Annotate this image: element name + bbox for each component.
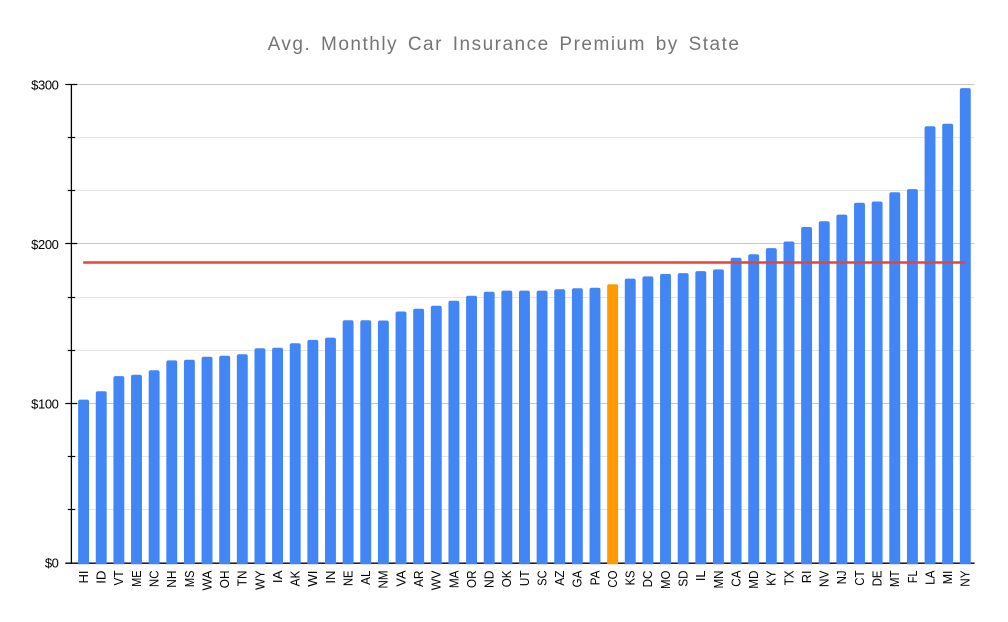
svg-text:RI: RI (800, 571, 814, 584)
svg-text:NH: NH (165, 571, 179, 588)
svg-text:MS: MS (183, 571, 197, 588)
svg-text:TN: TN (236, 571, 250, 587)
svg-text:KS: KS (624, 571, 638, 586)
svg-text:MD: MD (747, 571, 761, 589)
svg-text:$200: $200 (31, 237, 58, 252)
svg-text:DE: DE (870, 571, 884, 587)
svg-text:NC: NC (147, 571, 161, 588)
svg-text:DC: DC (641, 571, 655, 588)
svg-text:LA: LA (923, 570, 937, 585)
svg-text:$100: $100 (31, 396, 58, 411)
svg-text:AR: AR (412, 571, 426, 588)
svg-text:HI: HI (77, 571, 91, 584)
svg-text:IA: IA (271, 570, 285, 583)
svg-text:OK: OK (500, 570, 514, 587)
svg-text:WV: WV (430, 570, 444, 590)
svg-text:WA: WA (200, 570, 214, 591)
svg-text:SC: SC (535, 571, 549, 586)
svg-text:AK: AK (289, 570, 303, 586)
svg-text:ME: ME (130, 571, 144, 587)
svg-text:UT: UT (518, 570, 532, 586)
svg-text:FL: FL (906, 571, 920, 584)
svg-text:AZ: AZ (553, 570, 567, 585)
svg-text:NM: NM (377, 571, 391, 589)
svg-text:TX: TX (782, 570, 796, 585)
svg-text:MT: MT (888, 570, 902, 587)
svg-text:$0: $0 (45, 556, 59, 571)
svg-text:ND: ND (483, 571, 497, 589)
svg-text:WY: WY (253, 570, 267, 590)
svg-text:CA: CA (729, 570, 743, 587)
svg-text:NE: NE (341, 571, 355, 587)
svg-text:OR: OR (465, 571, 479, 589)
svg-text:MO: MO (659, 570, 673, 589)
svg-text:VT: VT (112, 570, 126, 585)
svg-text:OH: OH (218, 571, 232, 589)
svg-text:MA: MA (447, 570, 461, 588)
svg-text:CT: CT (853, 570, 867, 585)
svg-text:GA: GA (571, 570, 585, 588)
svg-text:NV: NV (818, 570, 832, 587)
svg-text:KY: KY (765, 570, 779, 586)
svg-text:MN: MN (712, 571, 726, 589)
svg-text:WI: WI (306, 571, 320, 587)
svg-text:$300: $300 (31, 77, 58, 92)
svg-text:IN: IN (324, 571, 338, 584)
svg-text:IL: IL (694, 571, 708, 582)
svg-text:SD: SD (677, 571, 691, 587)
svg-text:VA: VA (394, 570, 408, 587)
svg-text:MI: MI (941, 571, 955, 585)
svg-text:ID: ID (95, 571, 109, 584)
svg-text:CO: CO (606, 570, 620, 587)
svg-text:NJ: NJ (835, 571, 849, 585)
svg-text:NY: NY (959, 570, 973, 587)
svg-text:AL: AL (359, 571, 373, 585)
svg-text:PA: PA (588, 570, 602, 585)
